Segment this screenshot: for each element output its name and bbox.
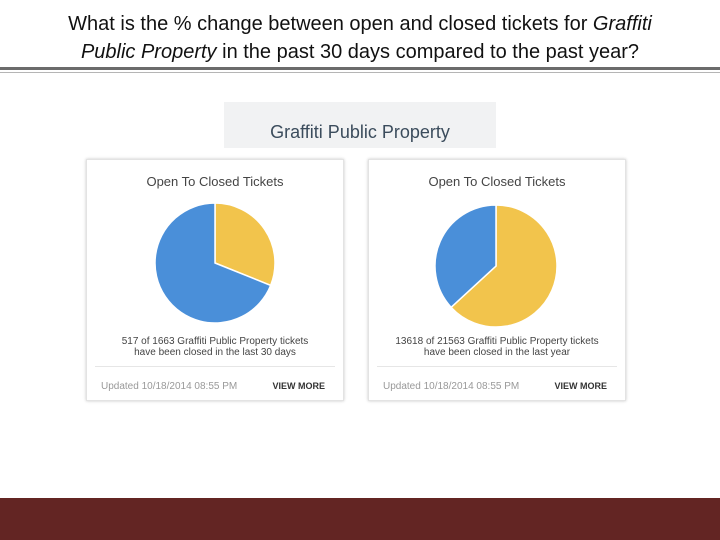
- pie-slice-closed: [154, 202, 272, 324]
- chart-caption: 13618 of 21563 Graffiti Public Property …: [379, 336, 615, 358]
- dashboard-heading-panel: Graffiti Public Property: [224, 102, 496, 148]
- pie-slice-open: [214, 202, 276, 287]
- pie-chart-past-year: [434, 204, 558, 328]
- dashboard-heading: Graffiti Public Property: [270, 122, 450, 142]
- header-rule-thin: [0, 72, 720, 73]
- view-more-link[interactable]: VIEW MORE: [554, 381, 607, 391]
- card-divider: [95, 366, 335, 367]
- question-line-1-text: What is the % change between open and cl…: [68, 13, 593, 35]
- header-rule-thick: [0, 67, 720, 70]
- updated-timestamp: Updated 10/18/2014 08:55 PM: [101, 381, 238, 392]
- pie-slice-closed: [434, 204, 497, 309]
- question-line-1: What is the % change between open and cl…: [0, 10, 720, 38]
- caption-line-2: have been closed in the last year: [423, 347, 571, 358]
- question-emphasis-2: Public Property: [80, 41, 217, 63]
- footer-bar: [0, 498, 720, 540]
- question-line-2-text: in the past 30 days compared to the past…: [216, 41, 640, 63]
- chart-caption: 517 of 1663 Graffiti Public Property tic…: [97, 336, 333, 358]
- question-text: What is the % change between open and cl…: [0, 10, 720, 66]
- card-past-year: Open To Closed Tickets 13618 of 21563 Gr…: [368, 159, 626, 401]
- caption-line-1: 13618 of 21563 Graffiti Public Property …: [395, 336, 599, 347]
- card-30-days: Open To Closed Tickets 517 of 1663 Graff…: [86, 159, 344, 401]
- pie-slice-open: [450, 204, 558, 328]
- chart-title: Open To Closed Tickets: [146, 174, 284, 189]
- caption-line-1: 517 of 1663 Graffiti Public Property tic…: [121, 336, 309, 347]
- chart-title: Open To Closed Tickets: [428, 174, 566, 189]
- view-more-link[interactable]: VIEW MORE: [272, 381, 325, 391]
- pie-chart-30-days: [154, 202, 276, 324]
- updated-timestamp: Updated 10/18/2014 08:55 PM: [383, 381, 520, 392]
- card-divider: [377, 366, 617, 367]
- question-line-2: Public Property in the past 30 days comp…: [0, 38, 720, 66]
- question-emphasis-1: Graffiti: [592, 13, 652, 35]
- caption-line-2: have been closed in the last 30 days: [134, 347, 296, 358]
